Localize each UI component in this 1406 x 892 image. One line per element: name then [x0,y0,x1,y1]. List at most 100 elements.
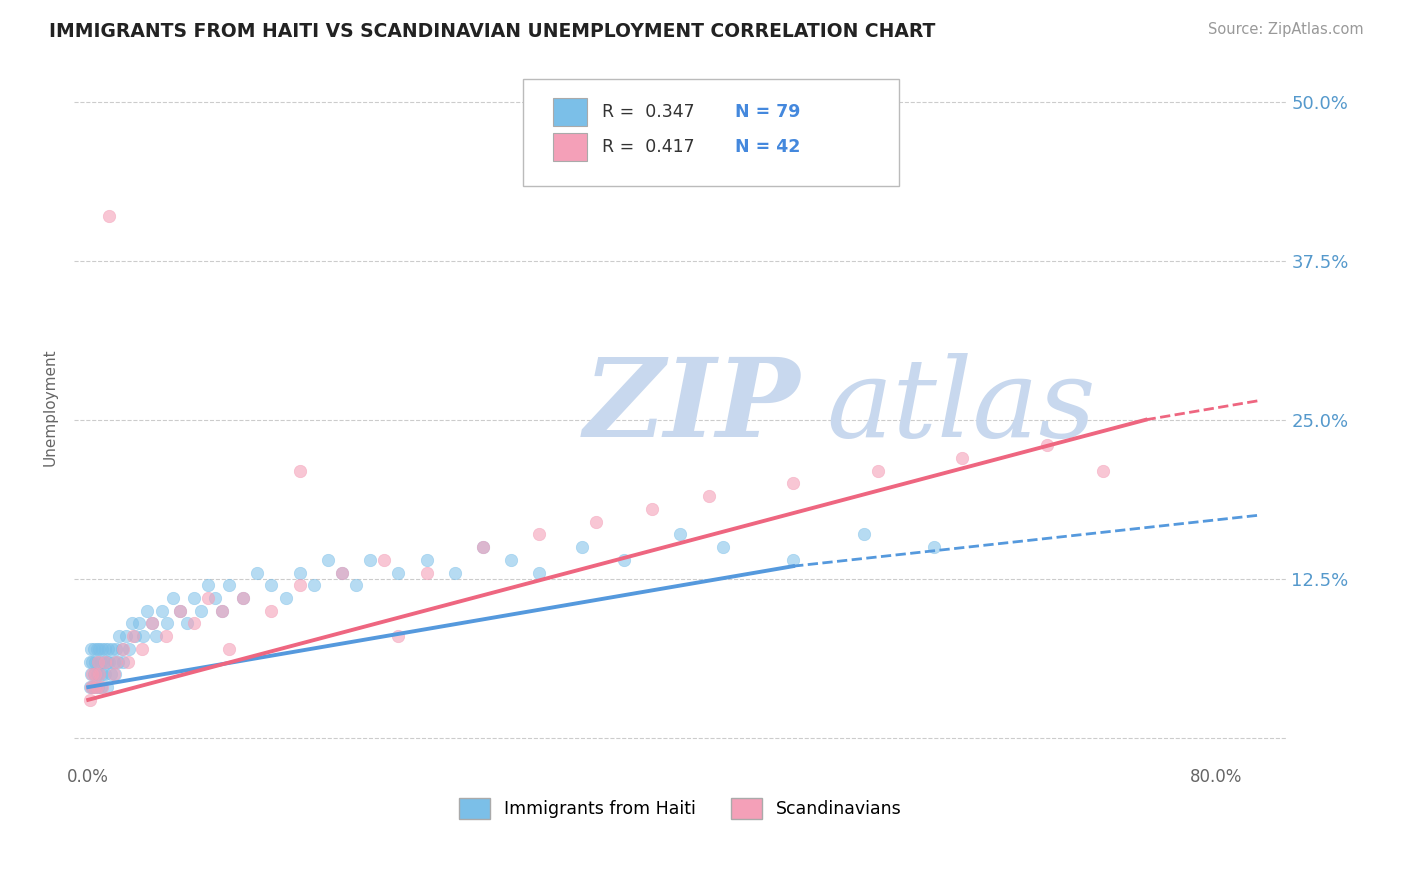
Point [471,540,494,554]
Point [330,566,353,580]
Text: ZIP: ZIP [583,353,800,461]
Point [105,641,128,656]
Point [218,641,240,656]
Point [98,655,121,669]
Point [232,591,254,605]
Point [124,629,146,643]
Point [1036,438,1059,452]
Point [501,553,523,567]
Point [156,616,179,631]
FancyBboxPatch shape [523,79,898,186]
Point [86,667,108,681]
Point [183,616,205,631]
Point [118,641,141,656]
Point [112,641,135,656]
Point [330,566,353,580]
Point [98,209,121,223]
Bar [553,133,586,161]
Point [96,655,118,669]
Text: IMMIGRANTS FROM HAITI VS SCANDINAVIAN UNEMPLOYMENT CORRELATION CHART: IMMIGRANTS FROM HAITI VS SCANDINAVIAN UN… [49,22,935,41]
Point [136,604,159,618]
Point [169,604,191,618]
Point [141,616,163,631]
Point [117,655,139,669]
Point [83,667,105,681]
Point [669,527,692,541]
Point [145,629,167,643]
Point [121,616,143,631]
Point [866,464,889,478]
Point [87,680,110,694]
Point [87,655,110,669]
Point [91,641,114,656]
Point [183,591,205,605]
Point [86,680,108,694]
Point [86,641,108,656]
Point [93,655,115,669]
Point [852,527,875,541]
Text: Source: ZipAtlas.com: Source: ZipAtlas.com [1208,22,1364,37]
Point [211,604,233,618]
Text: R =  0.417: R = 0.417 [602,138,695,156]
Point [84,655,107,669]
Point [782,553,804,567]
Point [91,680,114,694]
Point [103,667,125,681]
Point [107,655,129,669]
Point [90,655,112,669]
Point [96,680,118,694]
Point [950,450,973,465]
Point [585,515,607,529]
Point [94,655,117,669]
Point [613,553,636,567]
Point [387,629,409,643]
Point [387,566,409,580]
Point [108,629,131,643]
Point [218,578,240,592]
Text: atlas: atlas [825,353,1095,461]
Point [80,667,103,681]
Point [641,502,664,516]
Point [443,566,465,580]
Point [288,566,311,580]
Point [344,578,367,592]
Point [82,680,104,694]
Point [288,464,311,478]
Point [359,553,381,567]
Point [83,680,105,694]
Text: N = 42: N = 42 [735,138,800,156]
Point [571,540,593,554]
Point [94,667,117,681]
Point [197,578,219,592]
Point [105,655,128,669]
Point [122,629,145,643]
Point [79,655,101,669]
Point [97,641,120,656]
Point [155,629,177,643]
Point [80,641,103,656]
Point [79,680,101,694]
Point [82,655,104,669]
Point [132,629,155,643]
Point [112,655,135,669]
Point [246,566,269,580]
Point [90,680,112,694]
Point [922,540,945,554]
Point [302,578,325,592]
Point [89,667,111,681]
Point [111,641,134,656]
Text: N = 79: N = 79 [735,103,800,120]
Point [80,680,103,694]
Point [82,667,104,681]
Point [84,667,107,681]
Point [79,693,101,707]
Point [529,566,551,580]
Point [782,476,804,491]
Point [115,629,138,643]
Legend: Immigrants from Haiti, Scandinavians: Immigrants from Haiti, Scandinavians [453,791,908,826]
Point [101,641,124,656]
Point [94,641,117,656]
Point [288,578,311,592]
Point [415,566,437,580]
Point [471,540,494,554]
